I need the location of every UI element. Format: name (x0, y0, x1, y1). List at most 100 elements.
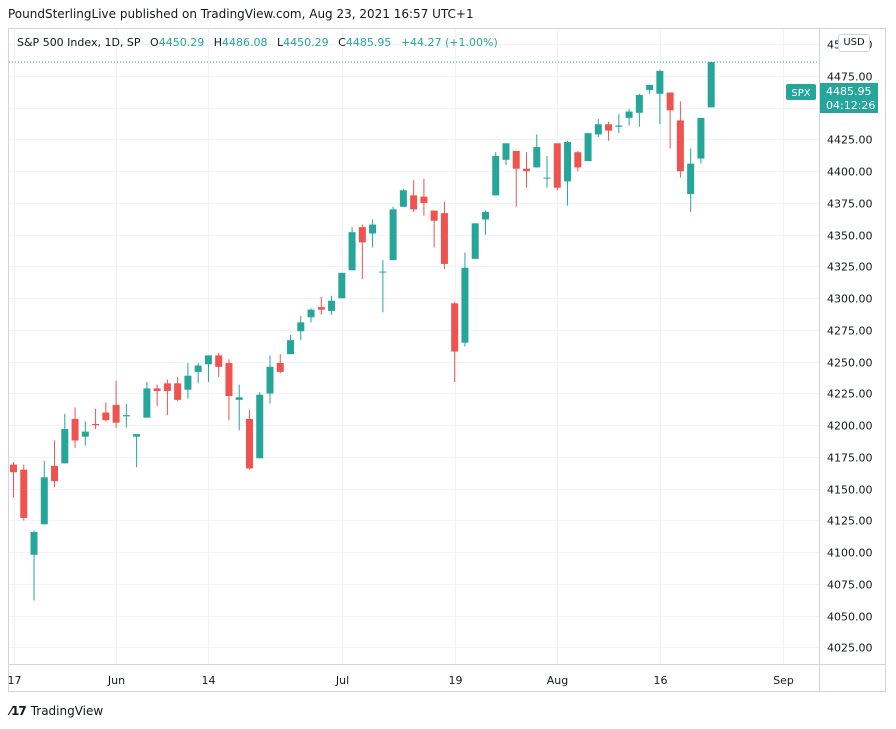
publish-header: PoundSterlingLive published on TradingVi… (8, 7, 474, 21)
y-tick-label: 4375.00 (827, 198, 873, 211)
candle-body-down (358, 227, 366, 243)
candle-body-up (287, 340, 295, 355)
candle-body-down (574, 152, 582, 168)
x-tick-label: 16 (654, 674, 668, 687)
legend-open-value: 4450.29 (158, 36, 205, 49)
y-tick-label: 4200.00 (827, 420, 873, 433)
candle-body-up (687, 163, 695, 195)
candle-body-up (256, 394, 264, 459)
legend-symbol: S&P 500 Index, 1D, SP (17, 36, 141, 49)
candle-body-up (543, 177, 551, 179)
x-tick-label: 14 (202, 674, 216, 687)
legend-high-value: 4486.08 (222, 36, 268, 49)
candle-body-up (184, 375, 192, 390)
candle-body-down (512, 150, 520, 169)
candle-body-down (440, 213, 448, 264)
candle-body-up (30, 531, 38, 555)
x-tick-label: 17 (8, 674, 22, 687)
price-tag-countdown: 04:12:26 (826, 99, 875, 112)
candle-body-up (266, 366, 274, 394)
candle-body-down (71, 418, 79, 441)
x-tick-label: 19 (449, 674, 463, 687)
candle-body-down (20, 469, 28, 518)
time-axis[interactable]: 17 Jun 14 Jul 19 Aug 16 Sep (8, 674, 794, 687)
x-tick-label: Sep (773, 674, 794, 687)
candle-body-up (707, 62, 715, 108)
candle-body-down (523, 168, 530, 172)
y-tick-label: 4300.00 (827, 293, 873, 306)
legend-low-value: 4450.29 (283, 36, 329, 49)
candle-body-up (533, 147, 541, 168)
footer-brand[interactable]: TradingView (30, 704, 104, 718)
x-tick-label: Aug (547, 674, 568, 687)
candle-body-up (461, 267, 469, 343)
x-tick-label: Jul (335, 674, 349, 687)
y-tick-label: 4125.00 (827, 515, 873, 528)
y-tick-label: 4250.00 (827, 357, 873, 370)
price-tag-symbol-bg (786, 84, 816, 100)
chart-frame (8, 28, 886, 692)
candle-body-up (625, 111, 633, 118)
candle-body-up (328, 300, 336, 311)
candle-body-up (133, 434, 141, 437)
candle-body-up (502, 143, 510, 160)
legend-close-value: 4485.95 (345, 36, 392, 49)
candle-body-down (153, 388, 161, 391)
candle-body-down (245, 418, 253, 469)
candle-body-down (51, 465, 59, 482)
y-tick-label: 4025.00 (827, 642, 873, 655)
candle-body-down (112, 404, 120, 423)
candle-body-down (317, 307, 325, 310)
y-tick-label: 4275.00 (827, 325, 873, 338)
candle-body-up (122, 415, 130, 417)
candle-body-down (666, 92, 674, 111)
candle-body-down (276, 363, 284, 372)
price-tag-bg (820, 83, 878, 113)
price-tag: SPX 4485.95 04:12:26 (786, 83, 878, 113)
candle-body-down (451, 303, 459, 352)
y-tick-label: 4100.00 (827, 547, 873, 560)
candle-body-up (584, 133, 592, 162)
price-tag-symbol: SPX (791, 88, 810, 99)
candle-body-up (697, 117, 705, 159)
candle-body-up (297, 322, 305, 332)
candle-body-up (81, 431, 89, 437)
candle-body-up (40, 477, 48, 525)
candle-body-up (646, 84, 654, 90)
candle-body-up (492, 156, 500, 196)
y-tick-label: 4475.00 (827, 71, 873, 84)
legend-high-label: H (213, 36, 222, 49)
legend-close-label: C (338, 36, 346, 49)
candle-body-up (481, 211, 489, 220)
tradingview-logo-icon[interactable]: ⁄17 (10, 704, 27, 718)
candle-body-up (389, 209, 397, 261)
candle-body-up (143, 388, 151, 418)
legend-change: +44.27 (+1.00%) (400, 36, 498, 49)
footer: ⁄17 TradingView (10, 704, 103, 718)
candle-body-up (615, 125, 623, 127)
candle-body-down (174, 383, 182, 400)
candle-body-down (10, 464, 17, 473)
legend-low-label: L (277, 36, 284, 49)
y-tick-label: 4075.00 (827, 579, 873, 592)
candle-body-down (676, 120, 684, 172)
candle-body-up (399, 190, 407, 207)
y-tick-label: 4325.00 (827, 261, 873, 274)
y-tick-label: 4350.00 (827, 230, 873, 243)
candle-body-down (225, 363, 233, 397)
candle-body-up (235, 397, 243, 400)
currency-button[interactable]: USD (838, 34, 870, 52)
candle-body-up (61, 429, 69, 464)
ohlc-legend: S&P 500 Index, 1D, SP O4450.29 H4486.08 … (17, 36, 498, 49)
price-tag-price: 4485.95 (826, 85, 872, 98)
y-tick-label: 4150.00 (827, 484, 873, 497)
price-axis[interactable]: 4025.00 4050.00 4075.00 4100.00 4125.00 4150.… (827, 39, 873, 655)
candle-body-down (605, 124, 613, 131)
candle-body-down (163, 383, 171, 391)
candle-body-up (564, 142, 572, 182)
candle-body-up (338, 272, 346, 299)
candle-body-down (410, 195, 418, 210)
candle-body-up (471, 223, 479, 259)
candle-body-down (215, 355, 223, 367)
